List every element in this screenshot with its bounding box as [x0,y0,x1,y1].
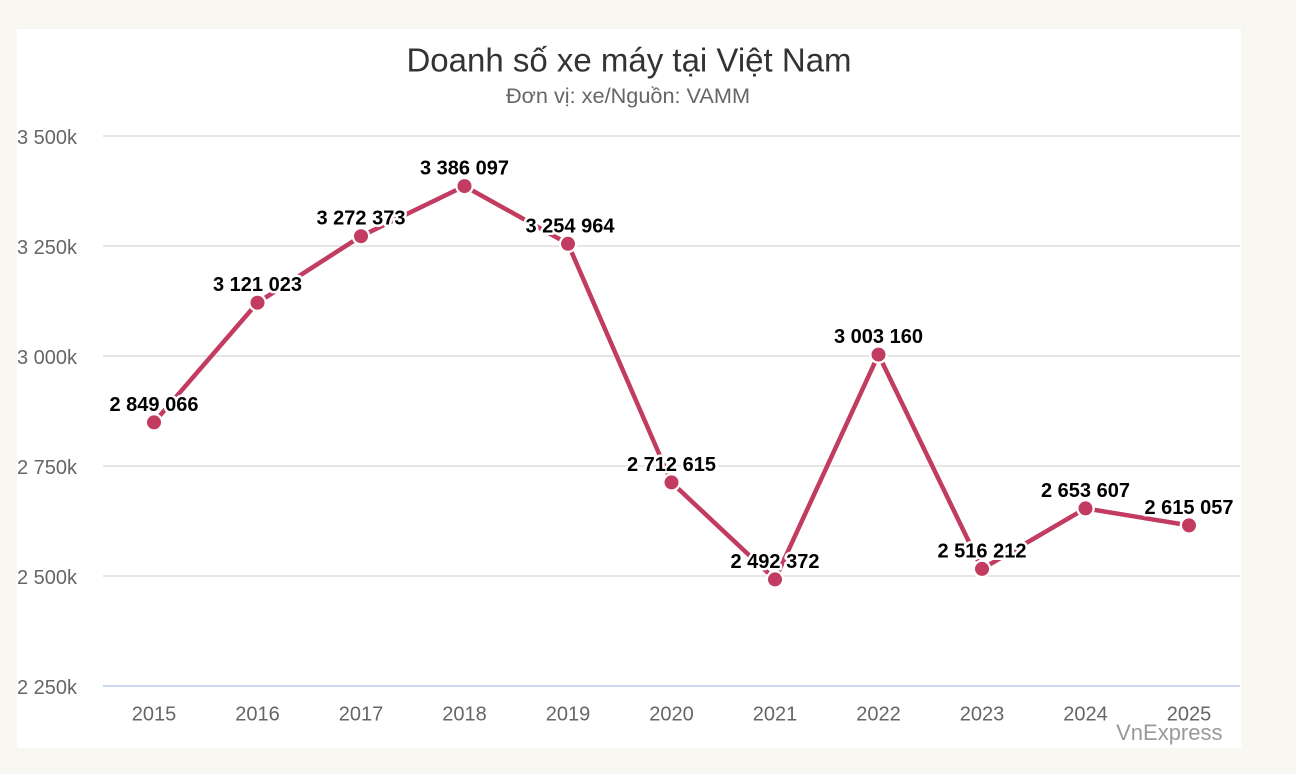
svg-text:3 386 097: 3 386 097 [420,158,509,180]
svg-text:2 653 607: 2 653 607 [1041,480,1130,502]
svg-text:3 500k: 3 500k [17,127,78,149]
svg-text:2016: 2016 [235,704,280,726]
svg-text:3 254 964: 3 254 964 [526,215,616,237]
svg-text:2020: 2020 [649,704,694,726]
svg-text:3 121 023: 3 121 023 [213,274,302,296]
svg-text:2019: 2019 [546,704,591,726]
svg-text:2 500k: 2 500k [17,567,78,589]
svg-text:2 492 372: 2 492 372 [731,551,820,573]
svg-text:2021: 2021 [753,704,798,726]
svg-text:2024: 2024 [1063,704,1108,726]
svg-text:2023: 2023 [960,704,1005,726]
svg-text:2018: 2018 [442,704,487,726]
svg-text:2 712 615: 2 712 615 [627,454,716,476]
svg-text:3 000k: 3 000k [17,347,78,369]
svg-text:VnExpress: VnExpress [1116,720,1222,745]
svg-text:2 615 057: 2 615 057 [1145,497,1234,519]
svg-text:2022: 2022 [856,704,901,726]
svg-text:3 272 373: 3 272 373 [317,208,406,230]
svg-text:2017: 2017 [339,704,384,726]
svg-text:2 250k: 2 250k [17,677,78,699]
svg-text:2015: 2015 [132,704,177,726]
svg-text:Doanh số xe máy tại Việt Nam: Doanh số xe máy tại Việt Nam [406,42,851,79]
svg-text:2 516 212: 2 516 212 [938,540,1027,562]
svg-text:2025: 2025 [1167,704,1212,726]
svg-text:Đơn vị: xe/Nguồn: VAMM: Đơn vị: xe/Nguồn: VAMM [506,83,750,108]
svg-text:3 250k: 3 250k [17,237,78,259]
svg-text:2 849 066: 2 849 066 [110,394,199,416]
svg-text:3 003 160: 3 003 160 [834,326,923,348]
svg-text:2 750k: 2 750k [17,457,78,479]
